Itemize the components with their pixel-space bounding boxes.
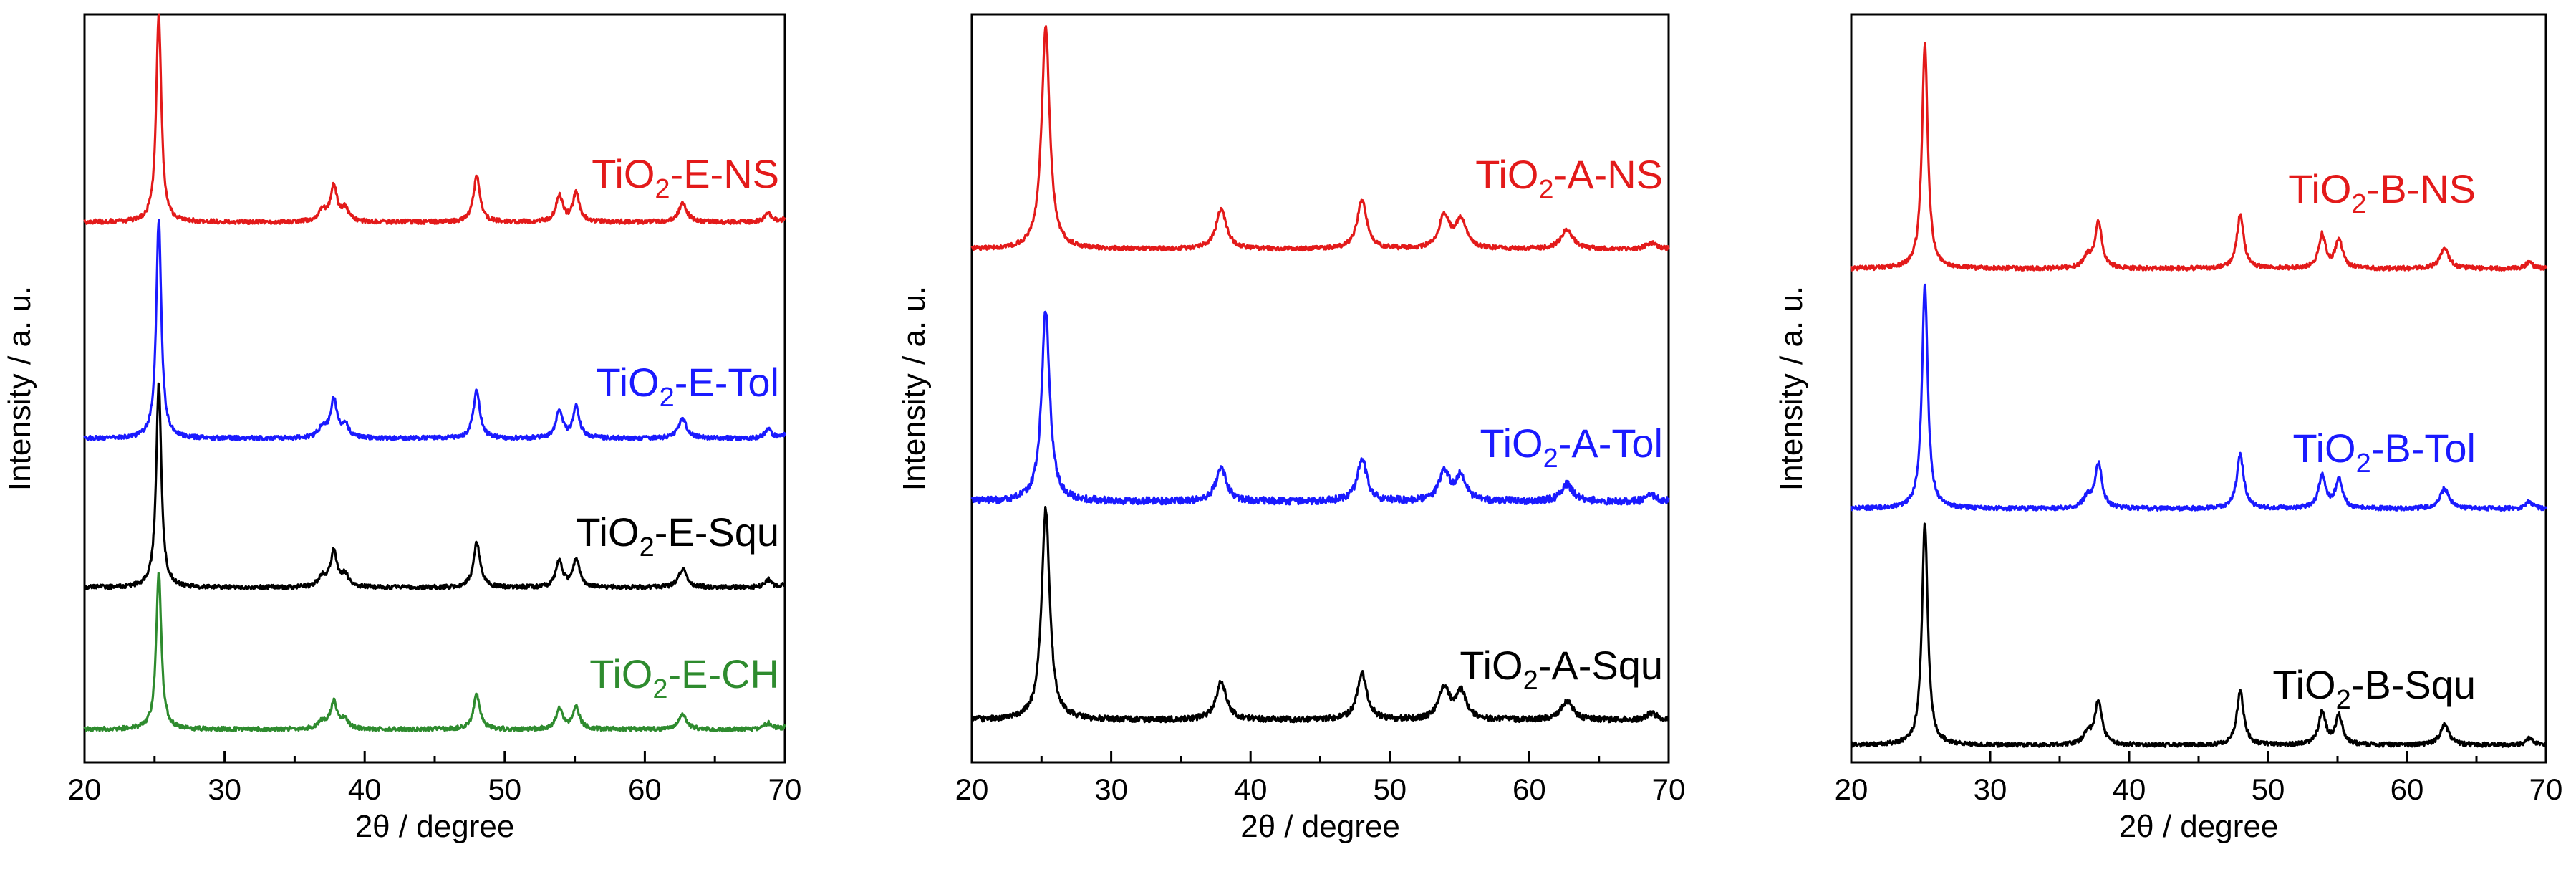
series-label-tio2-e-tol: TiO2-E-Tol [596, 360, 779, 413]
series-label-tio2-e-ch: TiO2-E-CH [589, 651, 779, 704]
x-tick-label: 60 [1513, 772, 1546, 806]
x-tick-label: 60 [628, 772, 662, 806]
x-tick-label: 20 [68, 772, 102, 806]
y-axis-label: Intensity / a. u. [897, 286, 932, 491]
x-tick-label: 40 [348, 772, 382, 806]
series-line-tio2-a-ns [970, 25, 1670, 252]
x-axis-label: 2θ / degree [1240, 809, 1400, 844]
series-line-tio2-e-ch [83, 572, 786, 733]
series-label-tio2-a-squ: TiO2-A-Squ [1460, 643, 1663, 696]
series-line-tio2-b-ns [1850, 42, 2547, 272]
x-axis-label: 2θ / degree [2119, 809, 2279, 844]
series-label-tio2-b-squ: TiO2-B-Squ [2272, 662, 2476, 715]
y-axis-label: Intensity / a. u. [1774, 286, 1809, 491]
x-axis-label: 2θ / degree [355, 809, 515, 844]
x-tick-label: 70 [768, 772, 802, 806]
x-tick-label: 30 [1094, 772, 1128, 806]
series-line-tio2-e-tol [83, 219, 786, 441]
x-tick-label: 30 [208, 772, 241, 806]
x-tick-label: 50 [2252, 772, 2285, 806]
x-tick-label: 50 [488, 772, 521, 806]
panel-tio2-e: 20 30 40 50 60 70 2θ / degree Intensity / a. u.… [2, 13, 802, 844]
y-axis-label: Intensity / a. u. [2, 286, 37, 491]
x-tick-label: 70 [2529, 772, 2563, 806]
series-label-tio2-b-ns: TiO2-B-NS [2288, 166, 2476, 219]
panel-tio2-a: 20 30 40 50 60 70 2θ / degree Intensity / a. u.… [897, 13, 1686, 844]
x-tick-label: 20 [955, 772, 989, 806]
series-line-tio2-b-squ [1850, 522, 2547, 748]
series-label-tio2-e-squ: TiO2-E-Squ [576, 509, 779, 562]
x-tick-label: 40 [1234, 772, 1268, 806]
series-label-tio2-a-tol: TiO2-A-Tol [1480, 421, 1663, 474]
panel-tio2-b: 20 30 40 50 60 70 2θ / degree Intensity / a. u.… [1774, 13, 2563, 844]
series-label-tio2-e-ns: TiO2-E-NS [592, 151, 779, 204]
series-label-tio2-b-tol: TiO2-B-Tol [2292, 426, 2476, 479]
series-label-tio2-a-ns: TiO2-A-NS [1475, 152, 1663, 205]
x-tick-label: 30 [1974, 772, 2007, 806]
series-line-tio2-b-tol [1850, 283, 2547, 512]
series-line-tio2-a-tol [970, 310, 1670, 506]
series-line-tio2-e-ns [83, 13, 786, 225]
x-tick-label: 20 [1835, 772, 1868, 806]
x-tick-label: 40 [2113, 772, 2146, 806]
x-tick-label: 50 [1373, 772, 1407, 806]
x-tick-label: 70 [1652, 772, 1686, 806]
series-line-tio2-a-squ [971, 506, 1670, 724]
x-tick-label: 60 [2391, 772, 2424, 806]
series-line-tio2-e-squ [83, 382, 786, 590]
